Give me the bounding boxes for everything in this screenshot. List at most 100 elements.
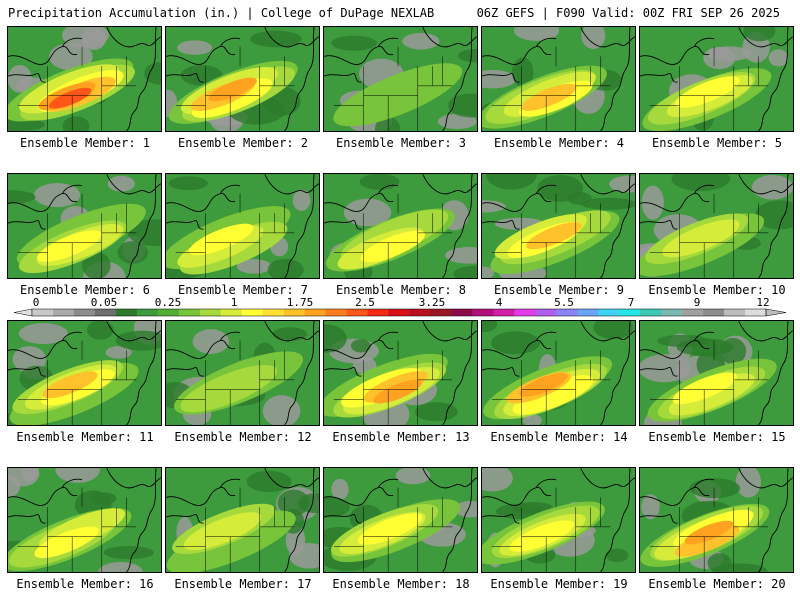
precip-contour [676,338,734,356]
colorbar-segment [682,309,704,316]
colorbar-segment [472,309,494,316]
precip-contour [373,379,422,404]
colorbar-segment [241,309,263,316]
colorbar-segment [94,309,117,316]
state-borders [17,193,137,278]
light-precip-area [55,468,100,483]
state-borders [333,46,453,131]
coastline [324,321,477,425]
precipitation-map [482,321,635,425]
colorbar-segment [304,309,326,316]
colorbar-segment [598,309,620,316]
precip-contour [684,520,734,545]
precip-contour [495,503,543,520]
light-precip-area [768,49,789,67]
light-precip-area [513,27,560,41]
precipitation-map [640,321,793,425]
ensemble-map-panel [165,467,320,573]
colorbar-segment [619,309,641,316]
precip-contour [168,176,208,191]
state-borders [649,487,769,572]
light-precip-area [641,494,660,520]
coastline [640,27,793,131]
ensemble-member-label: Ensemble Member: 1 [19,136,151,150]
colorbar-segment [325,309,347,316]
coastline [324,468,477,572]
coastline [640,468,793,572]
precip-contour [675,76,740,108]
precip-contour [490,331,540,355]
colorbar-tick-label: 4 [496,296,503,309]
precipitation-map [482,27,635,131]
colorbar-segment [136,309,159,316]
precip-contour [333,63,463,127]
ensemble-member-label: Ensemble Member: 15 [648,430,786,444]
ensemble-member-label: Ensemble Member: 18 [332,577,470,591]
ensemble-member-label: Ensemble Member: 14 [490,430,628,444]
colorbar-segment [640,309,662,316]
precipitation-map [8,321,161,425]
precip-contour [593,321,633,339]
precipitation-map [8,174,161,278]
precipitation-map [324,27,477,131]
precip-contour [115,330,161,351]
ensemble-map-panel [323,173,478,279]
ensemble-member-label: Ensemble Member: 4 [493,136,625,150]
precip-contour [457,48,477,63]
light-precip-area [177,40,213,55]
light-precip-area [343,198,392,227]
precipitation-map [324,321,477,425]
precip-contour [86,321,114,340]
light-precip-area [751,174,793,200]
state-borders [175,46,295,131]
precip-contour [92,492,117,505]
light-precip-area [18,323,68,345]
coastline [482,174,635,278]
precip-contour [81,251,111,278]
state-borders [491,340,611,425]
colorbar-segment [32,309,54,316]
precip-contour [48,87,92,109]
colorbar-tick-label: 9 [694,296,701,309]
precipitation-map [8,468,161,572]
precipitation-map [166,174,319,278]
coastline [324,174,477,278]
ensemble-member-label: Ensemble Member: 9 [493,283,625,297]
precip-contour [453,265,477,278]
model-run-info: 06Z GEFS | F090 Valid: 00Z FRI SEP 26 20… [476,6,780,20]
colorbar-segment [262,309,284,316]
light-precip-area [105,346,132,359]
colorbar-tick-label: 0.05 [91,296,118,309]
precip-contour [272,327,307,342]
light-precip-area [262,395,301,425]
light-precip-area [581,27,606,49]
precip-contour [580,197,635,210]
light-precip-area [21,468,38,482]
state-borders [175,487,295,572]
coastline [482,27,635,131]
ensemble-member-label: Ensemble Member: 10 [648,283,786,297]
precip-contour [512,375,594,415]
colorbar-segment [52,309,75,316]
precipitation-map [166,468,319,572]
colorbar-tick-label: 0 [33,296,40,309]
ensemble-member-label: Ensemble Member: 5 [651,136,783,150]
precip-contour [277,489,310,516]
colorbar-tick-label: 12 [756,296,769,309]
ensemble-map-panel [323,26,478,132]
precip-contour [485,174,537,190]
ensemble-map-panel [323,320,478,426]
precip-contour [324,324,347,353]
light-precip-area [609,175,635,193]
ensemble-map-panel [639,320,794,426]
colorbar-tick-label: 7 [628,296,635,309]
precip-contour [37,230,102,262]
precip-contour [521,83,577,111]
precip-contour [331,35,378,51]
ensemble-member-label: Ensemble Member: 16 [16,577,154,591]
coastline [324,27,477,131]
colorbar-segment [703,309,725,316]
precip-contour [117,241,148,264]
light-precip-area [445,246,477,264]
precipitation-map [482,468,635,572]
